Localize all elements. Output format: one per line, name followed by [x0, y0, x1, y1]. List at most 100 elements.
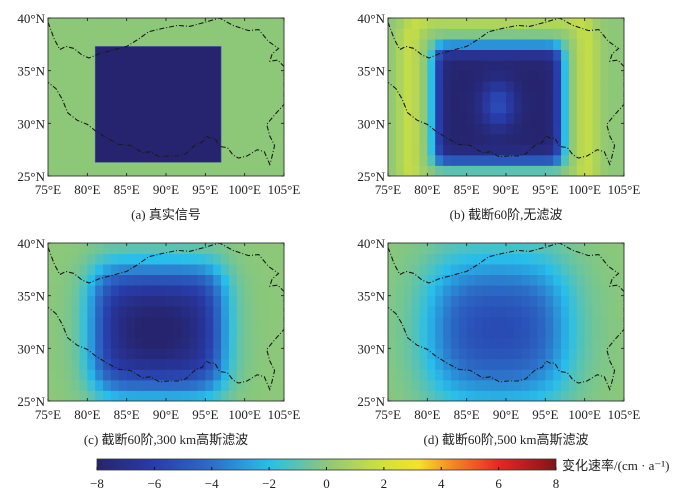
heatmap-cell — [561, 102, 570, 114]
heatmap-cell — [537, 379, 546, 391]
heatmap-cell — [608, 165, 617, 176]
heatmap-cell — [87, 285, 96, 297]
heatmap-cell — [450, 49, 460, 61]
heatmap-cell — [529, 49, 538, 61]
heatmap-cell — [490, 28, 499, 40]
heatmap-cell — [443, 70, 452, 82]
heatmap-cell — [443, 102, 452, 114]
heatmap-cell — [568, 18, 578, 29]
heatmap-cell — [110, 274, 120, 286]
heatmap-cell — [561, 264, 570, 275]
heatmap-cell — [166, 390, 175, 401]
x-tick-label: 100°E — [568, 182, 601, 197]
heatmap-cell — [411, 243, 420, 254]
heatmap-cell — [158, 306, 167, 318]
heatmap-cell — [616, 39, 624, 50]
heatmap-cell — [521, 316, 530, 328]
heatmap-cell — [561, 274, 570, 286]
heatmap-cell — [110, 379, 120, 391]
heatmap-cell — [474, 70, 483, 82]
heatmap-cell — [118, 358, 128, 370]
heatmap-cell — [568, 70, 578, 82]
heatmap-cell — [498, 49, 507, 61]
heatmap-cell — [388, 369, 397, 381]
heatmap-cell — [118, 306, 128, 318]
heatmap-cell — [458, 306, 468, 318]
heatmap-cell — [600, 165, 609, 176]
heatmap-cell — [474, 295, 483, 307]
heatmap-cell — [537, 358, 546, 370]
heatmap-cell — [608, 285, 617, 297]
heatmap-cell — [443, 274, 452, 286]
heatmap-cell — [561, 60, 570, 72]
heatmap-cell — [228, 285, 238, 297]
heatmap-cell — [71, 348, 80, 360]
heatmap-cell — [616, 316, 624, 328]
heatmap-cell — [568, 295, 578, 307]
heatmap-cell — [63, 306, 72, 318]
heatmap-cell — [608, 253, 617, 265]
heatmap-cell — [592, 358, 601, 370]
heatmap-cell — [228, 295, 238, 307]
heatmap-cell — [616, 264, 624, 275]
heatmap-cell — [126, 264, 135, 275]
heatmap-cell — [616, 18, 624, 29]
heatmap-cell — [427, 295, 436, 307]
heatmap-cell — [506, 264, 515, 275]
panel-caption: (d) 截断60阶,500 km高斯滤波 — [423, 432, 588, 447]
heatmap-cell — [63, 369, 72, 381]
heatmap-cell — [388, 70, 397, 82]
heatmap-cell — [103, 274, 112, 286]
heatmap-cell — [71, 274, 80, 286]
heatmap-cell — [490, 306, 499, 318]
heatmap-cell — [87, 274, 96, 286]
heatmap-cell — [213, 358, 222, 370]
heatmap-cell — [513, 369, 523, 381]
heatmap-cell — [608, 379, 617, 391]
heatmap-cell — [513, 337, 523, 349]
heatmap-cell — [403, 358, 412, 370]
heatmap-cell — [474, 28, 483, 40]
heatmap-cell — [268, 243, 277, 254]
heatmap-cell — [228, 306, 238, 318]
heatmap-cell — [134, 306, 143, 318]
heatmap-cell — [221, 306, 230, 318]
heatmap-cell — [103, 243, 112, 254]
heatmap-cell — [568, 369, 578, 381]
heatmap-cell — [55, 316, 65, 328]
x-tick-label: 100°E — [228, 407, 261, 422]
x-tick-label: 95°E — [192, 407, 218, 422]
heatmap-cell — [482, 306, 491, 318]
heatmap-cell — [419, 379, 428, 391]
heatmap-cell — [55, 253, 65, 265]
heatmap-cell — [403, 316, 412, 328]
heatmap-cell — [427, 112, 436, 124]
heatmap-cell — [443, 91, 452, 103]
heatmap-cell — [55, 358, 65, 370]
heatmap-cell — [506, 348, 515, 360]
heatmap-cell — [395, 358, 405, 370]
heatmap-cell — [150, 327, 159, 339]
heatmap-cell — [388, 295, 397, 307]
heatmap-cell — [545, 123, 554, 135]
heatmap-cell — [236, 358, 246, 370]
heatmap-cell — [513, 274, 523, 286]
heatmap-cell — [561, 306, 570, 318]
x-tick-label: 75°E — [35, 407, 61, 422]
heatmap-cell — [166, 274, 175, 286]
heatmap-cell — [126, 253, 135, 265]
heatmap-cell — [427, 369, 436, 381]
heatmap-cell — [576, 28, 586, 40]
heatmap-cell — [450, 60, 460, 72]
heatmap-cell — [592, 91, 601, 103]
heatmap-cell — [600, 348, 609, 360]
heatmap-cell — [189, 274, 198, 286]
heatmap-cell — [450, 39, 460, 50]
heatmap-cell — [616, 337, 624, 349]
heatmap-cell — [87, 327, 96, 339]
heatmap-cell — [553, 337, 562, 349]
heatmap-cell — [252, 327, 261, 339]
heatmap-cell — [443, 295, 452, 307]
heatmap-cell — [592, 18, 601, 29]
heatmap-cell — [268, 327, 277, 339]
